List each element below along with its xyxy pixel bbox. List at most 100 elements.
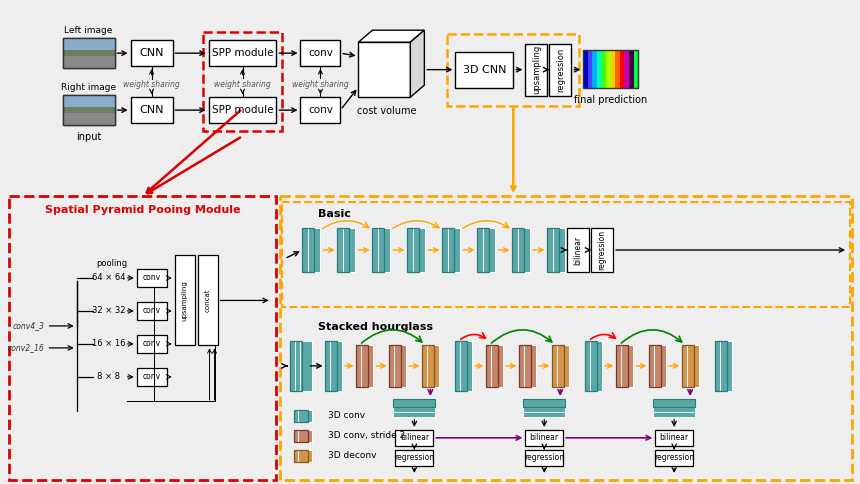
Bar [620, 50, 624, 88]
Text: Basic: Basic [318, 209, 352, 219]
Text: CNN: CNN [139, 48, 164, 58]
Bar [9, 196, 276, 480]
Text: 32 × 32: 32 × 32 [92, 306, 126, 316]
Polygon shape [294, 450, 309, 462]
Bar [137, 368, 167, 386]
Polygon shape [621, 345, 633, 387]
Polygon shape [491, 345, 503, 387]
Text: regression: regression [525, 454, 564, 462]
Text: conv: conv [143, 306, 161, 316]
Text: conv: conv [308, 48, 333, 58]
Text: Spatial Pyramid Pooing Module: Spatial Pyramid Pooing Module [45, 205, 240, 215]
Text: conv4_3: conv4_3 [13, 321, 45, 331]
Bar [655, 450, 693, 466]
Polygon shape [687, 345, 699, 387]
Bar [583, 50, 638, 88]
Bar [131, 40, 173, 66]
Text: conv2_16: conv2_16 [8, 344, 45, 352]
Bar [282, 202, 850, 307]
Text: 64 × 64: 64 × 64 [92, 273, 126, 283]
Bar [137, 302, 167, 320]
Polygon shape [442, 228, 454, 272]
Polygon shape [414, 228, 426, 272]
Text: weight sharing: weight sharing [214, 80, 271, 89]
Text: bilinear: bilinear [400, 433, 429, 442]
Bar [396, 450, 433, 466]
Text: pooling: pooling [96, 259, 127, 269]
Bar [359, 42, 410, 97]
Bar [63, 95, 114, 107]
Polygon shape [343, 228, 355, 272]
Bar [597, 50, 601, 88]
Bar [624, 50, 629, 88]
Polygon shape [393, 399, 435, 407]
Polygon shape [682, 345, 694, 387]
Bar [208, 40, 276, 66]
Text: Stacked hourglass: Stacked hourglass [318, 322, 433, 332]
Text: Right image: Right image [61, 83, 116, 91]
Polygon shape [448, 228, 460, 272]
Bar [300, 97, 341, 123]
Bar [137, 335, 167, 353]
Polygon shape [523, 404, 565, 412]
Bar [655, 430, 693, 446]
Polygon shape [617, 345, 628, 387]
Polygon shape [460, 341, 472, 391]
Polygon shape [390, 345, 402, 387]
Polygon shape [359, 30, 424, 42]
Bar [455, 52, 513, 88]
Polygon shape [586, 341, 597, 391]
Polygon shape [654, 409, 695, 417]
Bar [175, 256, 194, 346]
Polygon shape [309, 228, 321, 272]
Text: 3D deconv: 3D deconv [329, 451, 377, 460]
Text: final prediction: final prediction [574, 94, 648, 105]
Polygon shape [296, 341, 308, 391]
Polygon shape [294, 410, 309, 422]
Polygon shape [395, 345, 407, 387]
Bar [137, 269, 167, 287]
Bar [300, 40, 341, 66]
Polygon shape [408, 228, 420, 272]
Bar [550, 44, 571, 96]
Bar [203, 32, 282, 131]
Text: regression: regression [556, 47, 565, 92]
Polygon shape [553, 228, 565, 272]
Text: 3D conv: 3D conv [329, 411, 365, 421]
Polygon shape [716, 341, 727, 391]
Polygon shape [590, 341, 602, 391]
Text: bilinear: bilinear [530, 433, 559, 442]
Bar [568, 228, 589, 272]
Polygon shape [523, 399, 565, 407]
Bar [606, 50, 611, 88]
Text: upsampling: upsampling [181, 280, 187, 321]
Bar [525, 44, 547, 96]
Polygon shape [552, 345, 564, 387]
Text: SPP module: SPP module [212, 48, 273, 58]
Polygon shape [523, 409, 565, 417]
Text: regression: regression [654, 454, 694, 462]
Text: conv: conv [308, 105, 333, 115]
Polygon shape [483, 228, 495, 272]
Text: bilinear: bilinear [660, 433, 689, 442]
Text: bilinear: bilinear [574, 235, 583, 265]
Text: SPP module: SPP module [212, 105, 273, 115]
Text: input: input [76, 132, 101, 142]
Bar [447, 34, 580, 106]
Polygon shape [455, 341, 467, 391]
Polygon shape [513, 228, 525, 272]
Polygon shape [422, 345, 434, 387]
Polygon shape [361, 345, 373, 387]
Polygon shape [378, 228, 390, 272]
Polygon shape [325, 341, 337, 391]
Bar [63, 95, 114, 125]
Bar [63, 38, 114, 50]
Text: Left image: Left image [64, 26, 113, 35]
Bar [629, 50, 634, 88]
Bar [593, 50, 597, 88]
Polygon shape [337, 228, 349, 272]
Text: regression: regression [598, 230, 606, 270]
Text: 3D conv, stride 2: 3D conv, stride 2 [329, 431, 406, 440]
Polygon shape [300, 341, 312, 391]
Polygon shape [519, 345, 531, 387]
